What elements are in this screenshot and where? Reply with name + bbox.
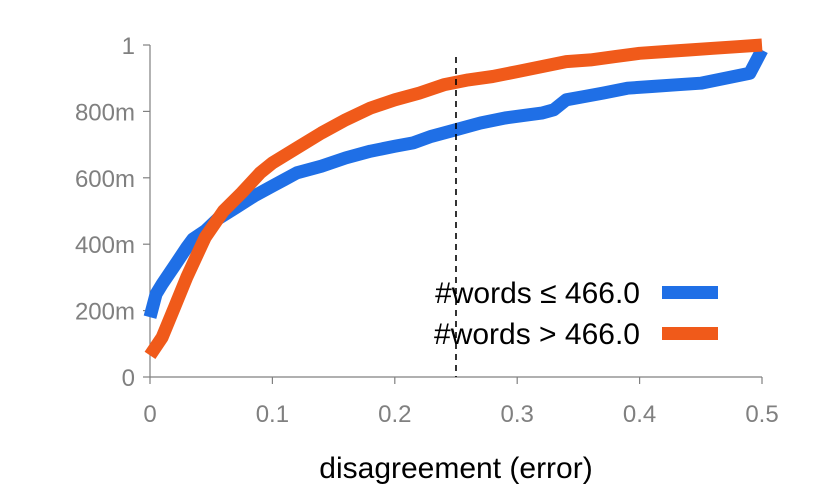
y-tick-label: 800m	[75, 99, 135, 126]
y-tick-label: 0	[122, 365, 135, 392]
x-tick-label: 0.2	[378, 401, 411, 428]
series-line-2	[144, 38, 763, 360]
y-tick-label: 600m	[75, 166, 135, 193]
x-tick-label: 0	[143, 401, 156, 428]
legend-label-1: #words ≤ 466.0	[435, 277, 640, 310]
legend-label-2: #words > 466.0	[434, 318, 640, 351]
x-tick-label: 0.4	[623, 401, 656, 428]
legend-swatch-2	[662, 327, 718, 340]
x-tick-label: 0.5	[745, 401, 778, 428]
x-axis-title: disagreement (error)	[319, 452, 592, 485]
axes: 0 200m 400m 600m 800m 1 0 0.1 0.2 0.3 0.4 0.5	[75, 33, 779, 428]
y-tick-label: 200m	[75, 299, 135, 326]
x-tick-label: 0.1	[256, 401, 289, 428]
x-tick-label: 0.3	[501, 401, 534, 428]
series-layer	[143, 38, 768, 377]
legend: #words ≤ 466.0 #words > 466.0	[434, 277, 718, 351]
y-tick-label: 1	[122, 33, 135, 60]
y-tick-label: 400m	[75, 232, 135, 259]
legend-swatch-1	[662, 286, 718, 299]
